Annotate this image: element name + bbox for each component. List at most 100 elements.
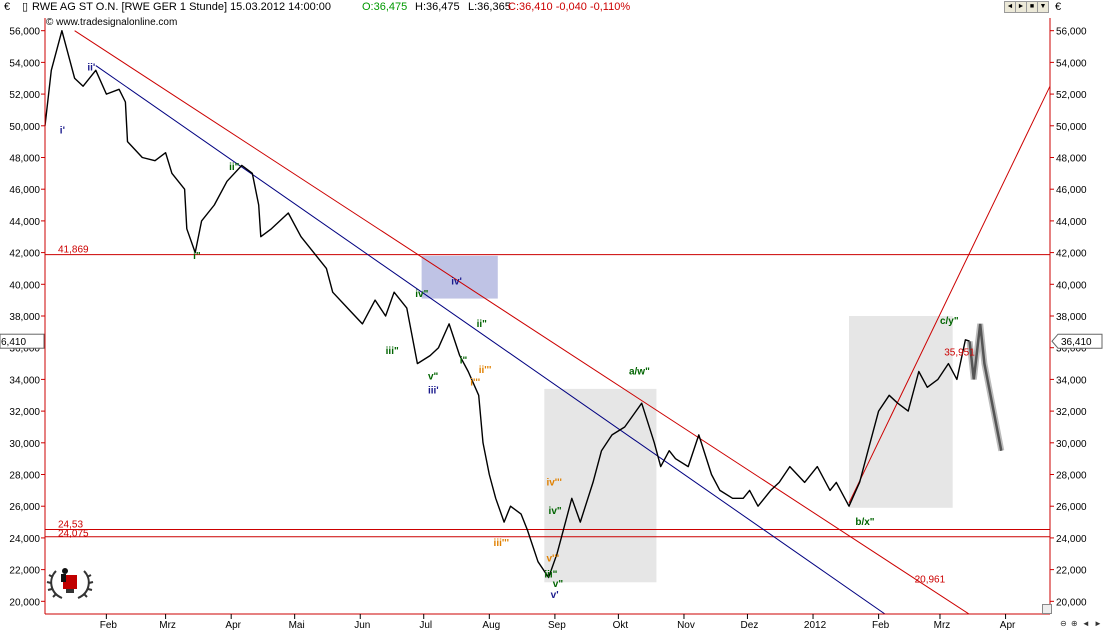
y-tick-label-right: 36,000 xyxy=(1056,344,1087,355)
y-tick-label-right: 22,000 xyxy=(1056,566,1087,577)
y-tick-label-left: 34,000 xyxy=(9,375,40,386)
x-tick-label: Jun xyxy=(354,620,370,631)
y-tick-label-left: 30,000 xyxy=(9,439,40,450)
y-tick-label-right: 46,000 xyxy=(1056,185,1087,196)
price-line xyxy=(44,30,970,579)
y-tick-label-left: 48,000 xyxy=(9,153,40,164)
zoom-corner-icon[interactable] xyxy=(1042,604,1052,614)
highlight-box xyxy=(544,388,657,583)
wave-label: v" xyxy=(553,579,564,590)
wave-label: ii" xyxy=(477,319,488,330)
price-series xyxy=(44,30,970,579)
open-value: O:36,475 xyxy=(362,1,408,13)
y-tick-label-left: 20,000 xyxy=(9,597,40,608)
trend-line-label: 20,961 xyxy=(915,574,946,585)
y-tick-label-left: 44,000 xyxy=(9,217,40,228)
trend-line xyxy=(74,30,970,614)
y-tick-label-left: 56,000 xyxy=(9,27,40,38)
wave-label: iii" xyxy=(544,570,557,581)
wave-label: i" xyxy=(460,356,468,367)
horizontal-line-label: 41,869 xyxy=(58,245,89,256)
y-tick-label-right: 26,000 xyxy=(1056,502,1087,513)
menu-dropdown-button[interactable]: ▼ xyxy=(1037,1,1049,13)
wave-label: c/y" xyxy=(940,316,959,327)
y-tick-label-right: 32,000 xyxy=(1056,407,1087,418)
y-tick-label-left: 42,000 xyxy=(9,249,40,260)
wave-label: iii" xyxy=(386,346,399,357)
x-tick-label: Okt xyxy=(613,620,629,631)
wave-label: ii" xyxy=(229,162,240,173)
wave-label: i' xyxy=(60,126,65,137)
trend-line xyxy=(95,65,886,614)
y-tick-label-right: 24,000 xyxy=(1056,534,1087,545)
wave-label: iii' xyxy=(428,386,439,397)
y-axis-ticks: 20,000 20,000 22,000 22,000 24,000 24,000 26,0… xyxy=(9,27,1087,609)
wave-label: iv''' xyxy=(546,478,561,489)
x-tick-label: Mai xyxy=(289,620,305,631)
x-tick-label: Feb xyxy=(100,620,118,631)
y-tick-label-right: 54,000 xyxy=(1056,58,1087,69)
y-tick-label-right: 28,000 xyxy=(1056,471,1087,482)
y-tick-label-right: 52,000 xyxy=(1056,90,1087,101)
watermark: © www.tradesignalonline.com xyxy=(46,17,178,28)
horizontal-line-label: 24,075 xyxy=(58,529,89,540)
y-tick-label-right: 30,000 xyxy=(1056,439,1087,450)
wave-label: iv" xyxy=(415,289,428,300)
instrument-icon: ▯ xyxy=(22,1,29,13)
y-tick-label-right: 42,000 xyxy=(1056,249,1087,260)
wave-label: v" xyxy=(428,371,439,382)
y-tick-label-right: 48,000 xyxy=(1056,153,1087,164)
bottom-scroll-controls[interactable]: ⊖ ⊕ ◄ ► xyxy=(1060,619,1103,628)
last-value-label-left: 6,410 xyxy=(1,337,26,348)
x-tick-label: Nov xyxy=(677,620,695,631)
y-tick-label-left: 54,000 xyxy=(9,58,40,69)
y-tick-label-left: 24,000 xyxy=(9,534,40,545)
last-value-badge-left xyxy=(0,333,45,349)
y-tick-label-right: 34,000 xyxy=(1056,375,1087,386)
y-tick-label-left: 32,000 xyxy=(9,407,40,418)
x-axis-ticks: Feb Mrz Apr Mai Jun Jul Aug Sep Okt Nov Dez 2012 Feb… xyxy=(100,614,1016,631)
right-currency-label: € xyxy=(1055,1,1062,13)
x-tick-label: Aug xyxy=(482,620,500,631)
horizontal-line-label: 24,53 xyxy=(58,520,83,531)
instrument-title: RWE AG ST O.N. [RWE GER 1 Stunde] 15.03.… xyxy=(32,1,331,13)
currency-label: € xyxy=(4,1,11,13)
projection-zigzag xyxy=(966,323,1005,452)
y-tick-label-left: 50,000 xyxy=(9,122,40,133)
trend-line-label: 35,951 xyxy=(944,348,975,359)
last-value-badge-right xyxy=(1051,333,1103,349)
wave-label: iii''' xyxy=(494,538,509,549)
x-tick-label: Sep xyxy=(548,620,566,631)
wave-label: iv' xyxy=(451,276,462,287)
wave-label: ii''' xyxy=(479,365,492,376)
wave-labels: ii' i' ii" i" iv' iv" iii" ii" i" ii''' i''' v" iii'… xyxy=(60,62,959,601)
x-tick-label: Apr xyxy=(225,620,241,631)
wave-label: ii' xyxy=(87,62,95,73)
last-value-label-right: 36,410 xyxy=(1061,337,1092,348)
y-tick-label-left: 40,000 xyxy=(9,280,40,291)
value-labels: 20,961 35,951 36,410 6,410 xyxy=(0,333,1103,585)
wave-label: iv" xyxy=(549,506,562,517)
y-tick-label-left: 28,000 xyxy=(9,471,40,482)
x-tick-label: Dez xyxy=(741,620,759,631)
y-tick-label-left: 38,000 xyxy=(9,312,40,323)
y-tick-label-left: 46,000 xyxy=(9,185,40,196)
y-tick-label-left: 36,000 xyxy=(9,344,40,355)
high-value: H:36,475 xyxy=(415,1,460,13)
wave-label: a/w" xyxy=(629,367,650,378)
y-tick-label-right: 50,000 xyxy=(1056,122,1087,133)
projection-line xyxy=(968,323,1003,451)
close-value: C:36,410 -0,040 -0,110% xyxy=(508,1,631,13)
y-tick-label-right: 56,000 xyxy=(1056,27,1087,38)
highlight-boxes xyxy=(421,255,953,583)
wave-label: v' xyxy=(551,590,559,601)
highlight-box xyxy=(849,316,953,508)
low-value: L:36,365 xyxy=(468,1,511,13)
wave-label: b/x" xyxy=(855,517,874,528)
wave-label: i" xyxy=(193,251,201,262)
header-bar: € ▯ RWE AG ST O.N. [RWE GER 1 Stunde] 15… xyxy=(0,0,1103,14)
y-tick-label-right: 38,000 xyxy=(1056,312,1087,323)
